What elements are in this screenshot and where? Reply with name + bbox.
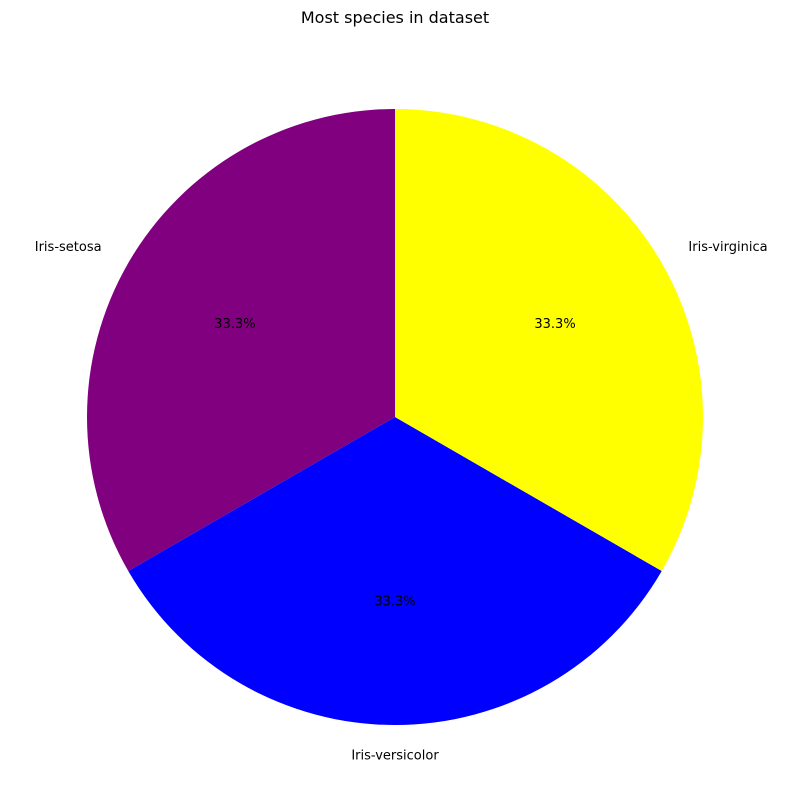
pie-slices (86, 109, 703, 725)
pie-slice-iris-virginica (395, 109, 703, 571)
percent-label-iris-virginica: 33.3% (534, 317, 575, 332)
chart-title: Most species in dataset (301, 8, 489, 27)
slice-label-iris-virginica: Iris-virginica (688, 240, 767, 255)
pie-slice-iris-setosa (86, 109, 396, 571)
percent-label-iris-setosa: 33.3% (214, 317, 255, 332)
percent-label-iris-versicolor: 33.3% (374, 594, 415, 609)
slice-label-iris-versicolor: Iris-versicolor (351, 748, 439, 763)
pie-labels: Iris-setosa 33.3% Iris-versicolor 33.3% Iris… (35, 240, 768, 763)
slice-label-iris-setosa: Iris-setosa (35, 240, 102, 255)
